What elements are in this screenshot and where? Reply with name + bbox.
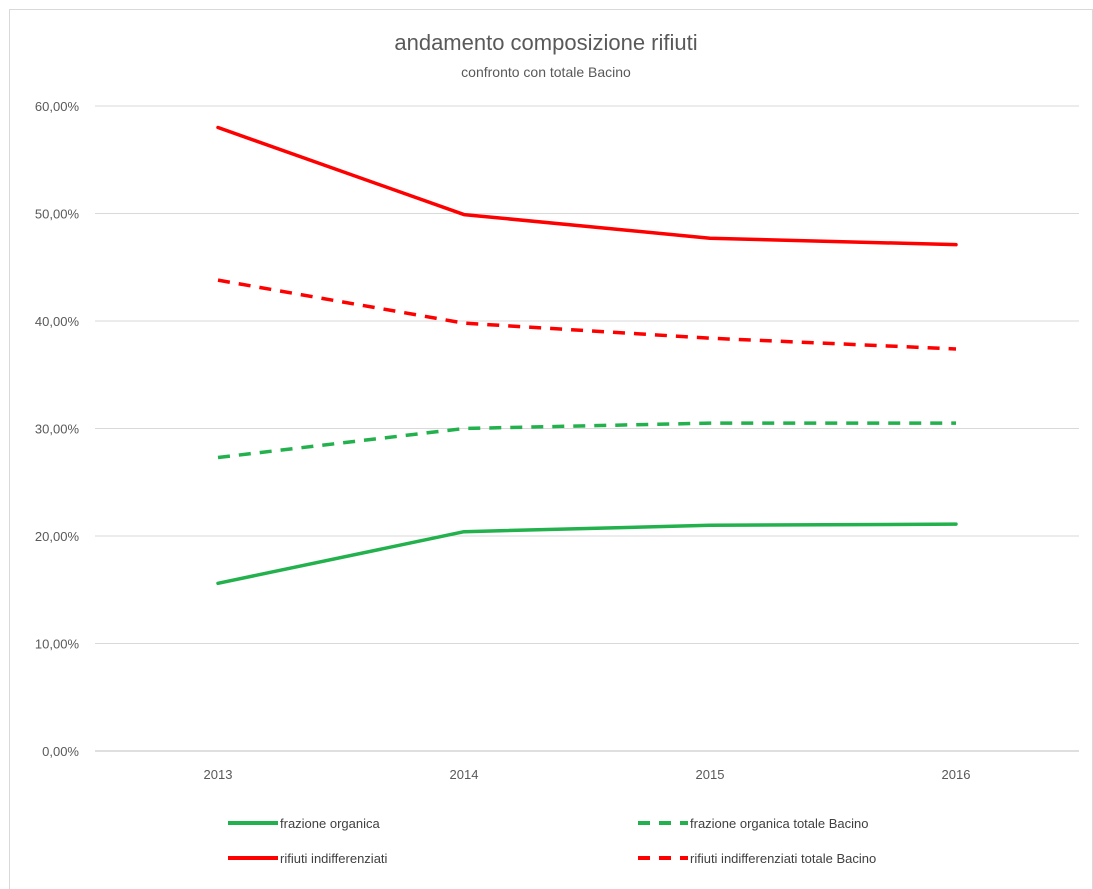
series-line	[217, 278, 957, 351]
y-tick-label: 50,00%	[35, 207, 80, 222]
chart-subtitle: confronto con totale Bacino	[461, 64, 631, 80]
legend-label: frazione organica	[280, 816, 380, 831]
y-tick-label: 10,00%	[35, 637, 80, 652]
y-tick-label: 40,00%	[35, 314, 80, 329]
y-axis: 0,00% 10,00% 20,00% 30,00% 40,00% 50,00% 60,00…	[35, 99, 80, 759]
x-tick-label: 2013	[204, 767, 233, 782]
series-lines	[216, 125, 958, 586]
x-tick-label: 2014	[450, 767, 479, 782]
y-tick-label: 60,00%	[35, 99, 80, 114]
y-tick-label: 30,00%	[35, 422, 80, 437]
x-axis: 2013 2014 2015 2016	[204, 767, 971, 782]
chart-title: andamento composizione rifiuti	[394, 30, 697, 55]
x-tick-label: 2016	[942, 767, 971, 782]
series-line	[217, 421, 956, 460]
y-tick-label: 0,00%	[42, 744, 79, 759]
grid-lines	[95, 105, 1079, 752]
y-tick-label: 20,00%	[35, 529, 80, 544]
legend-label: frazione organica totale Bacino	[690, 816, 869, 831]
legend: frazione organica frazione organica total…	[228, 816, 876, 866]
series-line	[216, 125, 958, 247]
legend-label: rifiuti indifferenziati totale Bacino	[690, 851, 876, 866]
x-tick-label: 2015	[696, 767, 725, 782]
legend-label: rifiuti indifferenziati	[280, 851, 388, 866]
series-line	[216, 522, 958, 586]
